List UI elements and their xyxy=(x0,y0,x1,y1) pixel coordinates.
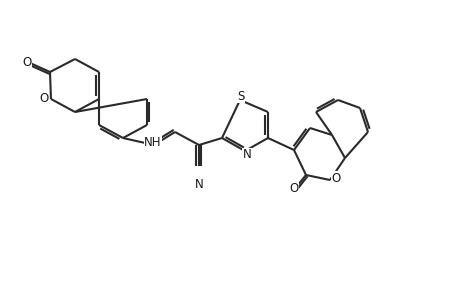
Text: O: O xyxy=(39,92,49,106)
Text: N: N xyxy=(242,148,251,161)
Text: O: O xyxy=(289,182,298,194)
Text: O: O xyxy=(22,56,32,70)
Text: NH: NH xyxy=(144,136,162,148)
Text: N: N xyxy=(194,178,203,191)
Text: S: S xyxy=(237,89,244,103)
Text: O: O xyxy=(330,172,340,184)
